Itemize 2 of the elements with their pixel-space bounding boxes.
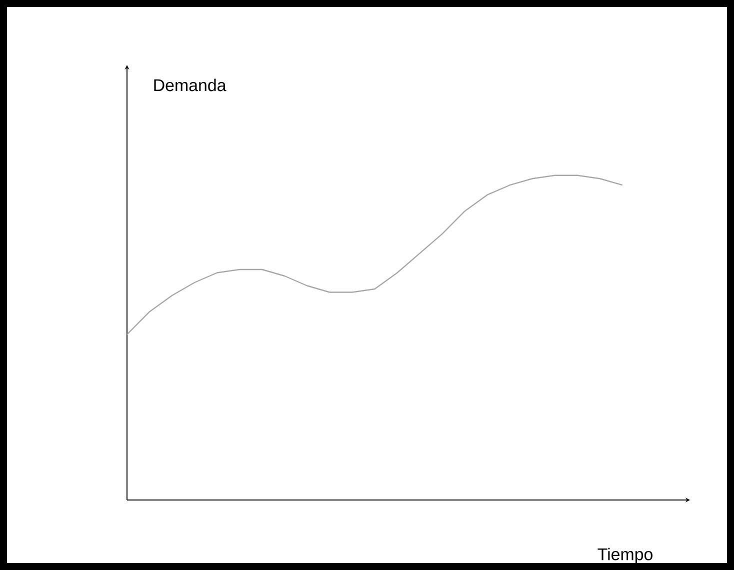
- y-axis-title: Demanda: [154, 78, 226, 92]
- x-axis-title: Tiempo: [598, 548, 652, 564]
